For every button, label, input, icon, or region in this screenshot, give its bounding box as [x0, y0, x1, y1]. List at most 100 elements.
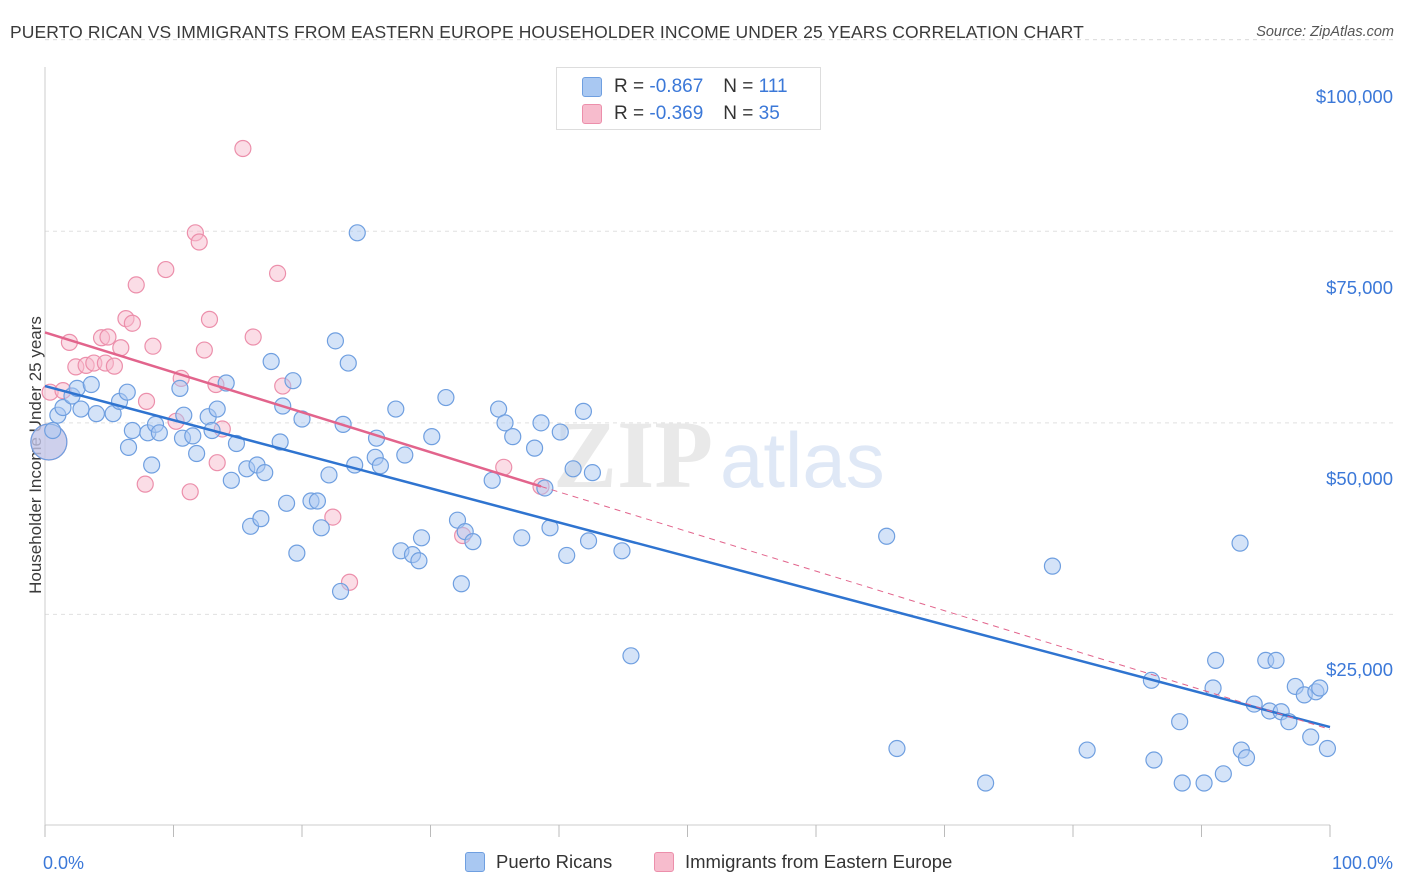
legend-row-puerto-ricans: R = -0.867 N = 111 [557, 73, 788, 101]
data-point-puerto-ricans [613, 542, 631, 560]
pink-swatch [582, 104, 602, 124]
data-point-puerto-ricans [483, 471, 501, 489]
data-point-puerto-ricans [504, 428, 522, 446]
n-value: 35 [758, 103, 780, 124]
data-point-puerto-ricans [44, 421, 62, 440]
data-point-puerto-ricans [252, 510, 270, 528]
data-point-puerto-ricans [1311, 679, 1329, 697]
series-puerto-ricans-points [30, 224, 1337, 792]
data-point-puerto-ricans [82, 375, 100, 394]
data-point-puerto-ricans [222, 471, 240, 489]
data-point-puerto-ricans [371, 457, 389, 475]
data-point-puerto-ricans [558, 546, 576, 565]
trend-lines [44, 331, 1331, 730]
data-point-eastern-europe [181, 483, 199, 501]
source-note: Source: ZipAtlas.com [1256, 24, 1394, 40]
n-label: N = [723, 103, 754, 124]
data-point-eastern-europe [200, 310, 219, 328]
data-point-puerto-ricans [123, 421, 141, 440]
data-point-eastern-europe [123, 314, 141, 332]
data-point-puerto-ricans [410, 552, 428, 570]
data-point-puerto-ricans [396, 446, 414, 464]
data-point-puerto-ricans [54, 398, 72, 417]
data-point-eastern-europe [127, 276, 145, 294]
data-point-puerto-ricans [490, 400, 508, 418]
data-point-puerto-ricans [525, 439, 544, 457]
data-point-puerto-ricans [387, 400, 405, 418]
data-point-eastern-europe [190, 233, 208, 251]
data-point-puerto-ricans [1318, 739, 1337, 758]
y-tick-label: $100,000 [1315, 86, 1393, 107]
series-eastern-europe-points [30, 139, 550, 591]
blue-swatch [582, 77, 602, 97]
data-point-puerto-ricans [143, 456, 161, 474]
data-point-puerto-ricans [1078, 741, 1096, 759]
data-point-eastern-europe [324, 508, 342, 526]
blue-swatch [465, 852, 485, 872]
legend-row-eastern-europe: R = -0.369 N = 35 [557, 100, 780, 128]
legend-item-puerto-ricans: Puerto Ricans [465, 851, 612, 873]
data-point-puerto-ricans [1231, 534, 1249, 552]
data-point-puerto-ricans [326, 332, 345, 350]
data-point-puerto-ricans [622, 647, 640, 665]
data-point-puerto-ricans [579, 532, 598, 550]
data-point-eastern-europe [144, 337, 162, 355]
data-point-puerto-ricans [256, 464, 274, 482]
data-point-puerto-ricans [87, 405, 106, 423]
data-point-puerto-ricans [1302, 728, 1320, 746]
data-point-puerto-ricans [574, 402, 593, 420]
data-point-eastern-europe [268, 264, 287, 283]
data-point-puerto-ricans [1267, 651, 1285, 670]
data-point-puerto-ricans [513, 529, 531, 547]
data-point-puerto-ricans [227, 434, 246, 453]
data-point-puerto-ricans [878, 527, 896, 545]
data-point-puerto-ricans [72, 400, 90, 418]
legend-label: Puerto Ricans [496, 851, 613, 872]
trend-line-eastern-europe [44, 331, 542, 488]
data-point-puerto-ricans [288, 544, 306, 562]
data-point-puerto-ricans [312, 519, 330, 537]
data-point-puerto-ricans [412, 529, 431, 547]
data-point-puerto-ricans [188, 444, 206, 463]
data-point-puerto-ricans [208, 400, 226, 418]
data-point-puerto-ricans [1171, 713, 1189, 731]
data-point-puerto-ricans [1195, 774, 1213, 792]
n-label: N = [723, 76, 754, 97]
data-point-puerto-ricans [423, 428, 441, 446]
data-point-puerto-ricans [118, 383, 136, 401]
data-point-puerto-ricans [284, 372, 302, 390]
data-point-puerto-ricans [308, 492, 327, 510]
pink-swatch [654, 852, 674, 872]
n-value: 111 [758, 76, 788, 97]
r-label: R = [614, 103, 645, 124]
data-point-puerto-ricans [1173, 774, 1191, 792]
data-point-puerto-ricans [532, 414, 550, 432]
data-point-puerto-ricans [1043, 557, 1062, 575]
data-point-puerto-ricans [271, 433, 289, 451]
trend-line-puerto-ricans [44, 384, 1331, 729]
y-tick-label: $50,000 [1326, 468, 1393, 489]
data-point-puerto-ricans [1237, 749, 1256, 767]
trend-line-eastern-europe-extension [540, 485, 1331, 730]
correlation-legend: R = -0.867 N = 111 R = -0.369 N = 35 [556, 67, 821, 130]
data-point-puerto-ricans [150, 424, 168, 442]
legend-item-eastern-europe: Immigrants from Eastern Europe [654, 851, 952, 873]
y-tick-label: $75,000 [1326, 277, 1393, 298]
data-point-eastern-europe [137, 392, 156, 410]
data-point-puerto-ricans [277, 494, 296, 512]
data-point-puerto-ricans [496, 414, 514, 432]
x-tick-label-max: 100.0% [1331, 853, 1393, 873]
legend-label: Immigrants from Eastern Europe [685, 851, 953, 872]
r-value: -0.867 [649, 76, 704, 97]
data-point-eastern-europe [195, 341, 213, 359]
data-point-puerto-ricans [464, 533, 482, 551]
data-point-eastern-europe [157, 260, 175, 279]
data-point-puerto-ricans [977, 774, 995, 792]
data-point-puerto-ricans [452, 575, 470, 593]
series-legend: Puerto Ricans Immigrants from Eastern Eu… [0, 851, 1406, 879]
x-tick-label-min: 0.0% [43, 853, 85, 873]
r-label: R = [614, 76, 645, 97]
data-point-puerto-ricans [1207, 651, 1225, 670]
data-point-puerto-ricans [888, 739, 906, 758]
data-point-eastern-europe [234, 139, 252, 158]
